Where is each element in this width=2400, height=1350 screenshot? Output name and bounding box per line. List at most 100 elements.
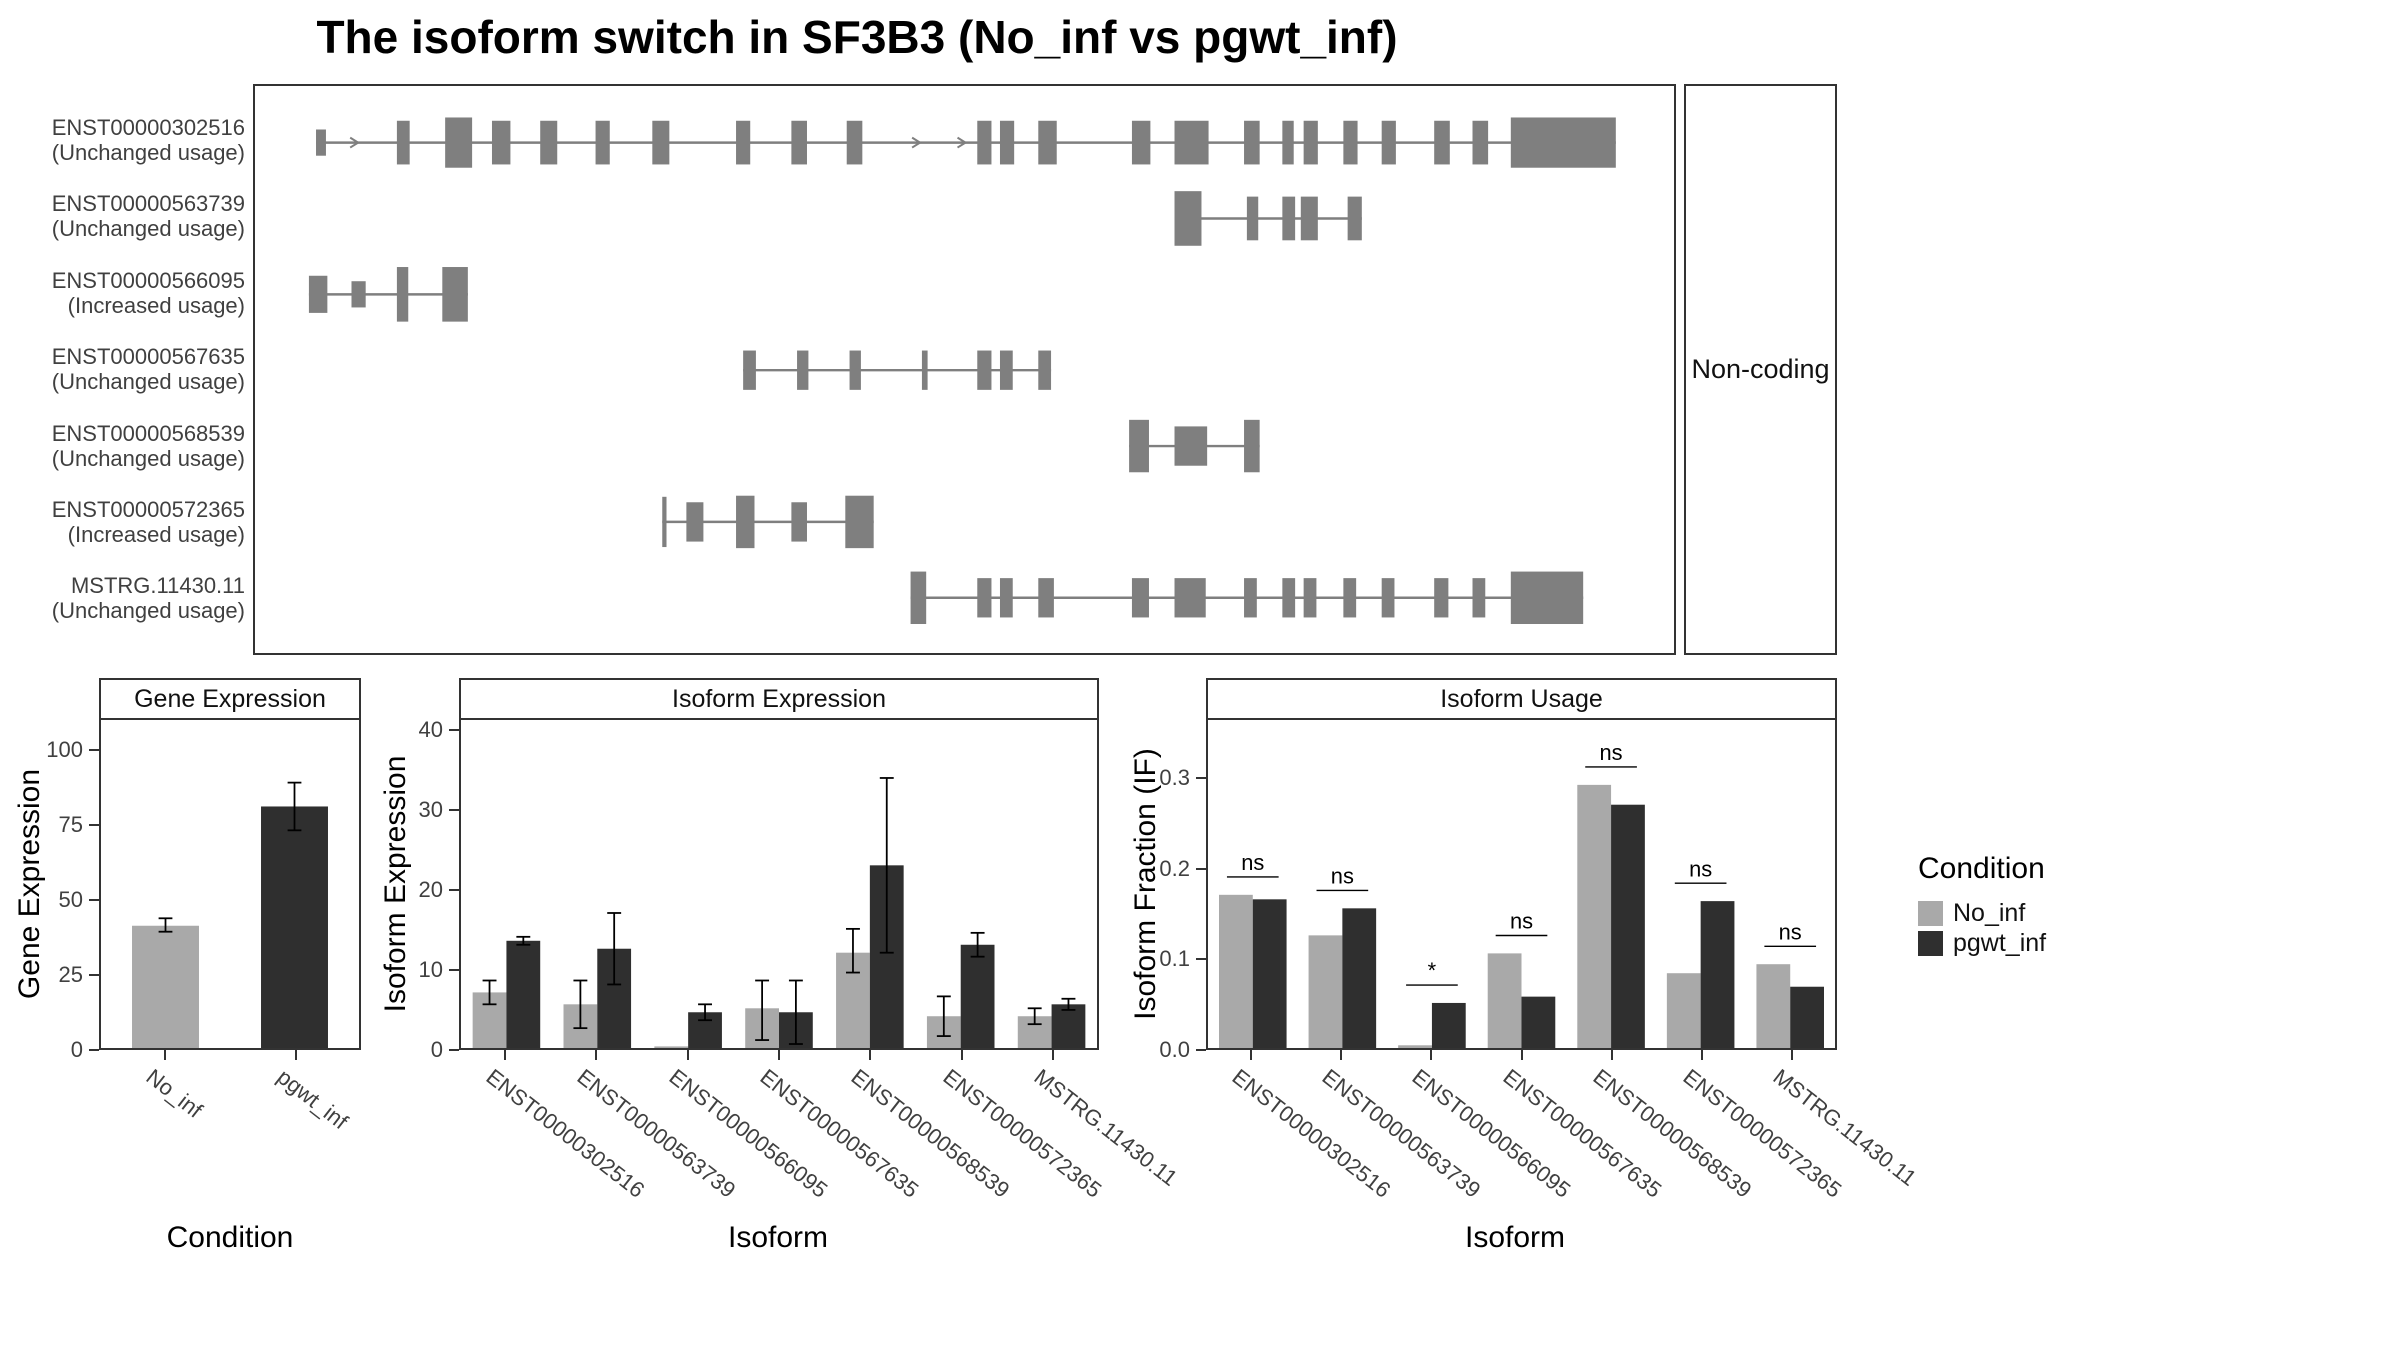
y-tick-label: 40 <box>418 717 443 743</box>
exon-box <box>999 120 1015 165</box>
x-tick-mark <box>869 1050 872 1060</box>
x-tick-mark <box>503 1050 506 1060</box>
facet-label: Non-coding <box>1691 354 1830 384</box>
x-tick-label: ENST00000572365 <box>1678 1064 1847 1203</box>
exon-box <box>1510 571 1584 625</box>
exon-box <box>1381 578 1395 618</box>
exon-box <box>1347 196 1362 241</box>
legend-item-no-inf: No_inf <box>1918 898 2046 928</box>
bar-pgwt_inf-MSTRG.11430.11 <box>1790 986 1824 1048</box>
isoform-usage-strip: Isoform Usage <box>1206 678 1837 720</box>
x-tick-mark <box>294 1050 297 1060</box>
isoform-usage-x-axis-title: Isoform <box>1464 1221 1566 1254</box>
x-tick-mark <box>1700 1050 1703 1060</box>
exon-box <box>1038 120 1057 165</box>
exon-box <box>1038 578 1054 618</box>
x-tick-label: ENST00000302516 <box>481 1064 649 1203</box>
exon-box <box>791 120 807 165</box>
legend-title: Condition <box>1918 852 2045 885</box>
y-tick-mark <box>89 974 99 976</box>
bar-pgwt_inf-ENST00000568539 <box>1611 804 1645 1048</box>
transcript-ENST00000568539 <box>1129 419 1260 473</box>
exon-box <box>743 350 756 390</box>
gene-expression-strip-title: Gene Expression <box>134 684 326 713</box>
exon-box <box>1472 578 1486 618</box>
x-tick-mark <box>960 1050 963 1060</box>
isoform-expression-x-axis-title: Isoform <box>727 1221 829 1254</box>
exon-box <box>445 117 473 168</box>
exon-box <box>849 350 861 390</box>
exon-box <box>736 120 751 165</box>
exon-box <box>308 275 328 313</box>
gene-expression-x-axis-title: Condition <box>166 1221 294 1254</box>
bar-No_inf-ENST00000566095 <box>654 1046 689 1048</box>
isoform-usage-chart: Isoform Usage ns ns * ns ns ns ns 0.0 0.1 0.2 0.3… <box>1159 678 1921 1203</box>
y-tick-label: 0 <box>430 1037 443 1062</box>
significance-label: ns <box>1689 856 1712 881</box>
exon-box <box>846 120 863 165</box>
exon-box <box>1244 120 1260 165</box>
exon-box <box>1174 426 1208 466</box>
exon-box <box>1244 419 1260 473</box>
exon-box <box>1174 578 1206 618</box>
bar-No_inf-ENST00000302516 <box>1219 894 1253 1048</box>
isoform_expression-svg <box>472 777 1086 1048</box>
exon-box <box>595 120 610 165</box>
exon-box <box>1303 120 1318 165</box>
isoform_usage-svg: ns ns * ns ns ns ns <box>1219 740 1824 1048</box>
x-tick-label: ENST00000302516 <box>1227 1064 1396 1203</box>
transcript-structure-svg <box>308 117 1616 625</box>
exon-box <box>1131 120 1151 165</box>
strand-arrow-icon <box>911 136 922 149</box>
y-tick-label: 100 <box>46 737 83 762</box>
y-tick-mark <box>1196 1049 1206 1051</box>
bar-pgwt_inf-ENST00000572365 <box>960 944 995 1048</box>
bar-No_inf-MSTRG.11430.11 <box>1756 964 1791 1048</box>
x-tick-label: ENST00000563739 <box>572 1064 741 1203</box>
y-tick-label: 50 <box>58 887 83 912</box>
pgwt-inf-color-swatch <box>1918 930 1943 956</box>
exon-box <box>1381 120 1396 165</box>
exon-box <box>1244 578 1257 618</box>
exon-box <box>977 578 992 618</box>
exon-box <box>491 120 511 165</box>
y-tick-mark <box>1196 958 1206 961</box>
exon-box <box>1282 578 1296 618</box>
significance-label: * <box>1428 958 1437 983</box>
x-tick-label: pgwt_inf <box>272 1064 353 1135</box>
transcript-label-MSTRG.11430.11: MSTRG.11430.11 (Unchanged usage) <box>51 573 245 624</box>
transcript-label-ENST00000572365: ENST00000572365 (Increased usage) <box>51 497 245 547</box>
x-tick-label: ENST00000567635 <box>1498 1064 1666 1203</box>
gene-expression-y-axis-title: Gene Expression <box>13 768 46 1000</box>
exon-box <box>736 495 755 549</box>
y-tick-mark <box>89 749 99 751</box>
exon-box <box>797 350 809 390</box>
exon-box <box>1434 578 1449 618</box>
x-tick-mark <box>778 1050 780 1060</box>
gene-expression-strip: Gene Expression <box>99 678 361 720</box>
exon-box <box>652 120 670 165</box>
exon-box <box>1129 419 1149 473</box>
transcript-ENST00000566095 <box>308 267 468 322</box>
legend: Condition No_inf pgwt_inf <box>1918 852 2046 958</box>
isoform-usage-plot-area: ns ns * ns ns ns ns <box>1206 718 1837 1050</box>
transcript-ENST00000567635 <box>743 350 1052 390</box>
facet-strip: Non-coding <box>1684 84 1837 655</box>
exon-box <box>845 495 874 549</box>
y-tick-mark <box>89 1049 99 1051</box>
y-tick-label: 75 <box>58 812 83 837</box>
exon-box <box>662 496 667 548</box>
isoform-usage-strip-title: Isoform Usage <box>1440 684 1603 713</box>
isoform-expression-strip-title: Isoform Expression <box>672 684 886 713</box>
y-tick-mark <box>449 889 459 892</box>
exon-box <box>977 350 992 390</box>
transcript-label-ENST00000568539: ENST00000568539 (Unchanged usage) <box>51 420 245 471</box>
no-inf-color-swatch <box>1918 900 1943 926</box>
significance-label: ns <box>1331 863 1354 888</box>
bar-pgwt_inf-ENST00000302516 <box>1252 899 1287 1048</box>
exon-box <box>442 267 468 322</box>
bar-pgwt_inf-ENST00000302516 <box>506 940 541 1048</box>
exon-box <box>999 578 1013 618</box>
exon-box <box>1343 120 1358 165</box>
transcript-structure-panel <box>253 84 1676 655</box>
